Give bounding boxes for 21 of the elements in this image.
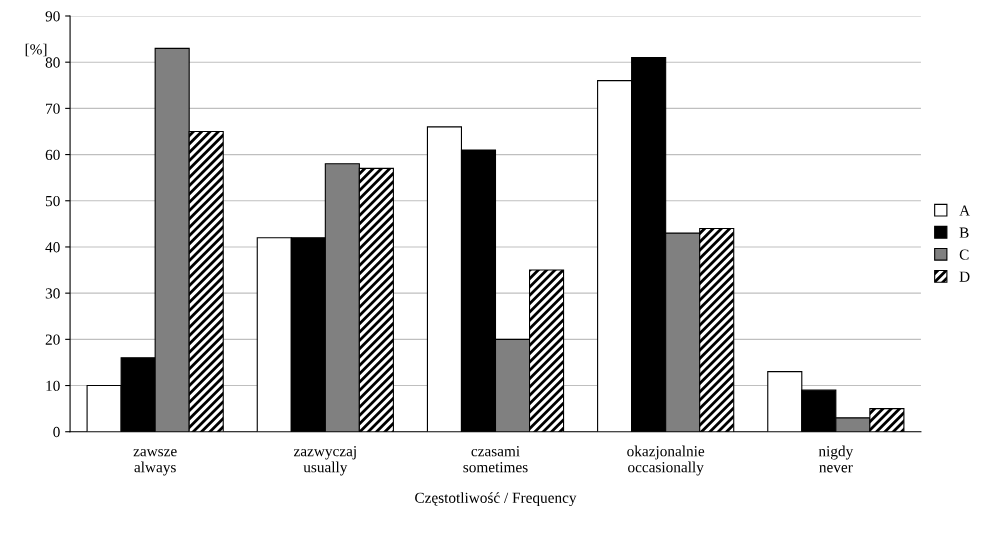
x-tick-label: nigdy never bbox=[818, 445, 854, 473]
x-tick-label: zazwyczaj usually bbox=[293, 446, 356, 476]
y-axis-title: [%] bbox=[25, 43, 47, 57]
y-tick-label: 90 bbox=[45, 11, 60, 22]
y-tick-label: 30 bbox=[45, 288, 60, 299]
y-tick-label: 0 bbox=[53, 426, 60, 438]
legend-label: C bbox=[959, 249, 969, 260]
y-tick-label: 70 bbox=[46, 103, 60, 114]
y-tick-label: 40 bbox=[45, 242, 60, 253]
y-tick-label: 60 bbox=[45, 149, 60, 161]
legend-label: B bbox=[959, 227, 969, 238]
y-tick-label: 20 bbox=[45, 334, 60, 345]
y-tick-label: 80 bbox=[45, 57, 60, 68]
legend-label: D bbox=[959, 271, 970, 282]
x-tick-label: czasami sometimes bbox=[463, 446, 528, 473]
y-tick-label: 10 bbox=[46, 380, 60, 391]
x-tick-label: zawsze always bbox=[133, 449, 177, 476]
legend-label: A bbox=[959, 205, 971, 216]
x-tick-label: okazjonalnie occasionally bbox=[627, 445, 705, 476]
y-tick-label: 50 bbox=[45, 195, 60, 207]
x-axis-title: Częstotliwość / Frequency bbox=[415, 492, 577, 507]
